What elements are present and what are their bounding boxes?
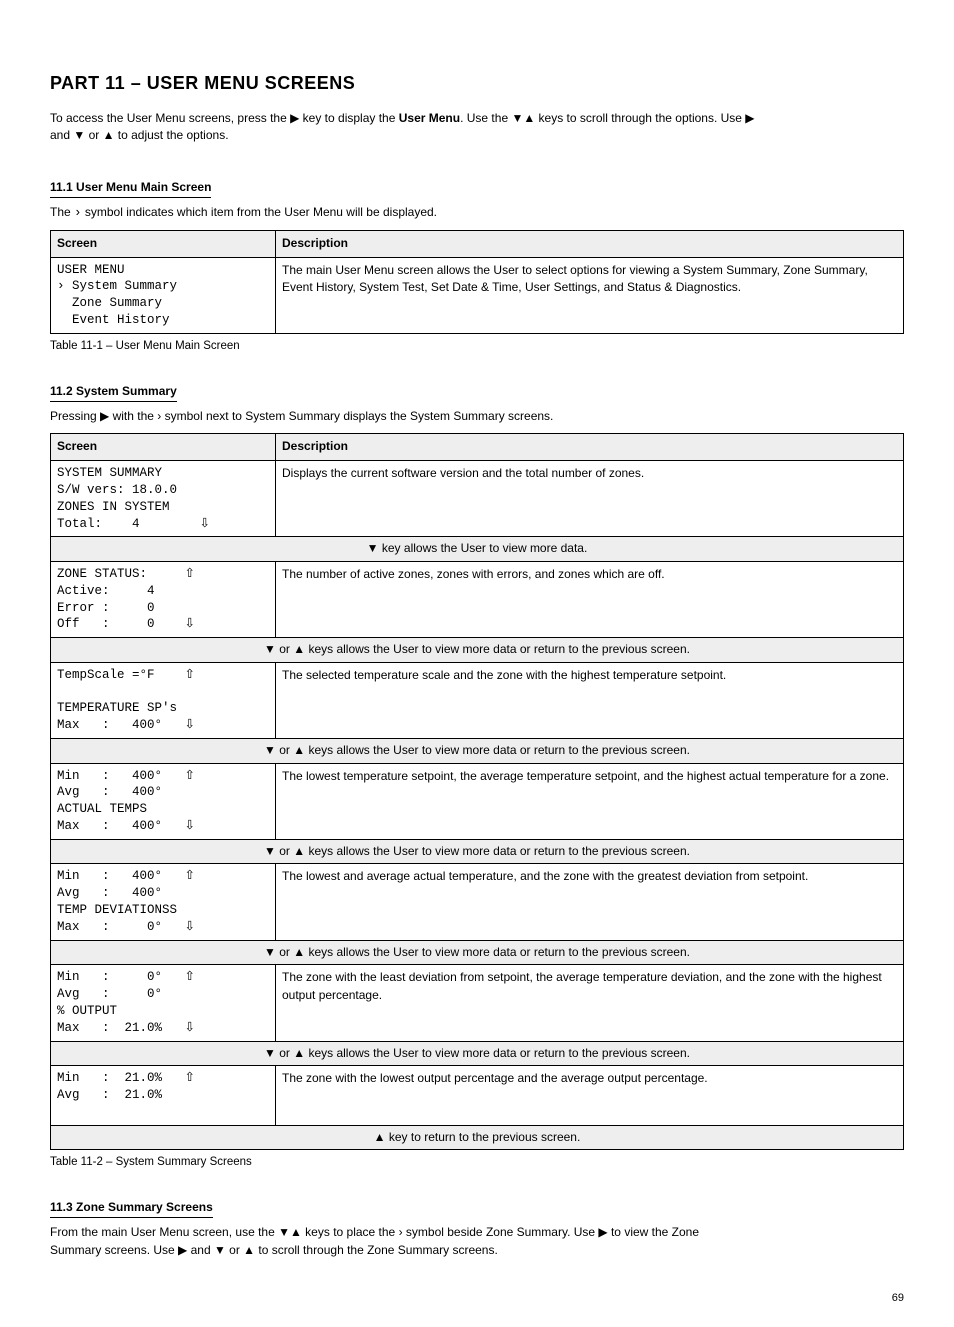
intro-text-4: and ▼ or ▲ to adjust the options. bbox=[50, 128, 229, 142]
table-row: ▼ or ▲ keys allows the User to view more… bbox=[51, 840, 904, 864]
desc-text: The lowest and average actual temperatur… bbox=[282, 868, 897, 885]
screen-text: Min : 400° ⇧ Avg : 400° TEMP DEVIATIONSS… bbox=[57, 868, 269, 936]
desc-cell: The selected temperature scale and the z… bbox=[276, 662, 904, 739]
section-11-2-heading: 11.2 System Summary bbox=[50, 383, 177, 402]
table-row: SYSTEM SUMMARY S/W vers: 18.0.0 ZONES IN… bbox=[51, 460, 904, 537]
table-row: ▼ key allows the User to view more data. bbox=[51, 537, 904, 561]
screen-cell: Min : 0° ⇧ Avg : 0° % OUTPUT Max : 21.0%… bbox=[51, 965, 276, 1042]
screen-cell: ZONE STATUS: ⇧ Active: 4 Error : 0 Off :… bbox=[51, 561, 276, 638]
screen-cell: SYSTEM SUMMARY S/W vers: 18.0.0 ZONES IN… bbox=[51, 460, 276, 537]
intro-paragraph: To access the User Menu screens, press t… bbox=[50, 110, 904, 145]
screen-cell: Min : 400° ⇧ Avg : 400° ACTUAL TEMPS Max… bbox=[51, 763, 276, 840]
table-row: ▼ or ▲ keys allows the User to view more… bbox=[51, 1041, 904, 1065]
section-11-1-desc: The › symbol indicates which item from t… bbox=[50, 204, 904, 222]
desc-cell: The zone with the lowest output percenta… bbox=[276, 1066, 904, 1126]
screen-cell: TempScale =°F ⇧ TEMPERATURE SP's Max : 4… bbox=[51, 662, 276, 739]
col-header-screen: Screen bbox=[51, 231, 276, 257]
table-row: Min : 400° ⇧ Avg : 400° TEMP DEVIATIONSS… bbox=[51, 864, 904, 941]
page-number: 69 bbox=[892, 1291, 904, 1307]
desc-cell: Displays the current software version an… bbox=[276, 460, 904, 537]
part-title: PART 11 – USER MENU SCREENS bbox=[50, 70, 904, 96]
desc-text: The lowest temperature setpoint, the ave… bbox=[282, 768, 897, 785]
banner-row: ▼ key allows the User to view more data. bbox=[51, 537, 904, 561]
col-header-desc: Description bbox=[276, 434, 904, 460]
table-row: Min : 0° ⇧ Avg : 0° % OUTPUT Max : 21.0%… bbox=[51, 965, 904, 1042]
desc-text: The selected temperature scale and the z… bbox=[282, 667, 897, 684]
intro-text-2: key to display the bbox=[299, 111, 398, 125]
table-11-2: Screen Description SYSTEM SUMMARY S/W ve… bbox=[50, 433, 904, 1150]
banner-row: ▲ key to return to the previous screen. bbox=[51, 1125, 904, 1149]
col-header-screen: Screen bbox=[51, 434, 276, 460]
section-11-2-desc: Pressing ▶ with the › symbol next to Sys… bbox=[50, 408, 904, 425]
desc-cell: The lowest temperature setpoint, the ave… bbox=[276, 763, 904, 840]
sec3-line1: From the main User Menu screen, use the … bbox=[50, 1225, 699, 1239]
desc-text: The zone with the least deviation from s… bbox=[282, 969, 897, 1004]
sec1-a: The bbox=[50, 205, 74, 219]
desc-cell: The main User Menu screen allows the Use… bbox=[276, 257, 904, 334]
table-row: USER MENU › System Summary Zone Summary … bbox=[51, 257, 904, 334]
table-row: Screen Description bbox=[51, 231, 904, 257]
table-row: Min : 400° ⇧ Avg : 400° ACTUAL TEMPS Max… bbox=[51, 763, 904, 840]
banner-row: ▼ or ▲ keys allows the User to view more… bbox=[51, 940, 904, 964]
col-header-desc: Description bbox=[276, 231, 904, 257]
section-11-1-heading: 11.1 User Menu Main Screen bbox=[50, 179, 211, 198]
screen-text: ZONE STATUS: ⇧ Active: 4 Error : 0 Off :… bbox=[57, 566, 269, 634]
section-11-3-desc: From the main User Menu screen, use the … bbox=[50, 1224, 904, 1259]
screen-cell: Min : 400° ⇧ Avg : 400° TEMP DEVIATIONSS… bbox=[51, 864, 276, 941]
desc-text: Displays the current software version an… bbox=[282, 465, 897, 482]
desc-cell: The number of active zones, zones with e… bbox=[276, 561, 904, 638]
intro-user-menu: User Menu bbox=[399, 111, 460, 125]
table-11-2-caption: Table 11-2 – System Summary Screens bbox=[50, 1154, 904, 1171]
screen-text: Min : 21.0% ⇧ Avg : 21.0% bbox=[57, 1070, 269, 1121]
screen-text: Min : 400° ⇧ Avg : 400° ACTUAL TEMPS Max… bbox=[57, 768, 269, 836]
sec1-b: symbol indicates which item from the Use… bbox=[82, 205, 437, 219]
table-11-1-caption: Table 11-1 – User Menu Main Screen bbox=[50, 338, 904, 355]
table-row: ZONE STATUS: ⇧ Active: 4 Error : 0 Off :… bbox=[51, 561, 904, 638]
table-row: Min : 21.0% ⇧ Avg : 21.0% The zone with … bbox=[51, 1066, 904, 1126]
desc-cell: The lowest and average actual temperatur… bbox=[276, 864, 904, 941]
section-11-3-heading: 11.3 Zone Summary Screens bbox=[50, 1199, 213, 1218]
table-row: ▼ or ▲ keys allows the User to view more… bbox=[51, 638, 904, 662]
chevron-icon: › bbox=[74, 206, 82, 220]
desc-text: The zone with the lowest output percenta… bbox=[282, 1070, 897, 1087]
banner-row: ▼ or ▲ keys allows the User to view more… bbox=[51, 1041, 904, 1065]
table-row: ▲ key to return to the previous screen. bbox=[51, 1125, 904, 1149]
banner-row: ▼ or ▲ keys allows the User to view more… bbox=[51, 638, 904, 662]
screen-text: Min : 0° ⇧ Avg : 0° % OUTPUT Max : 21.0%… bbox=[57, 969, 269, 1037]
table-row: TempScale =°F ⇧ TEMPERATURE SP's Max : 4… bbox=[51, 662, 904, 739]
intro-text-1: To access the User Menu screens, press t… bbox=[50, 111, 290, 125]
table-row: ▼ or ▲ keys allows the User to view more… bbox=[51, 739, 904, 763]
table-row: Screen Description bbox=[51, 434, 904, 460]
table-row: ▼ or ▲ keys allows the User to view more… bbox=[51, 940, 904, 964]
banner-row: ▼ or ▲ keys allows the User to view more… bbox=[51, 739, 904, 763]
screen-text: TempScale =°F ⇧ TEMPERATURE SP's Max : 4… bbox=[57, 667, 269, 735]
right-arrow-icon: ▶ bbox=[290, 111, 299, 125]
desc-text: The number of active zones, zones with e… bbox=[282, 566, 897, 583]
desc-cell: The zone with the least deviation from s… bbox=[276, 965, 904, 1042]
screen-text: USER MENU › System Summary Zone Summary … bbox=[57, 262, 269, 330]
sec3-line2: Summary screens. Use ▶ and ▼ or ▲ to scr… bbox=[50, 1243, 498, 1257]
screen-text: SYSTEM SUMMARY S/W vers: 18.0.0 ZONES IN… bbox=[57, 465, 269, 533]
intro-text-3: . Use the ▼▲ keys to scroll through the … bbox=[460, 111, 754, 125]
screen-cell: Min : 21.0% ⇧ Avg : 21.0% bbox=[51, 1066, 276, 1126]
banner-row: ▼ or ▲ keys allows the User to view more… bbox=[51, 840, 904, 864]
screen-cell: USER MENU › System Summary Zone Summary … bbox=[51, 257, 276, 334]
table-11-1: Screen Description USER MENU › System Su… bbox=[50, 230, 904, 334]
